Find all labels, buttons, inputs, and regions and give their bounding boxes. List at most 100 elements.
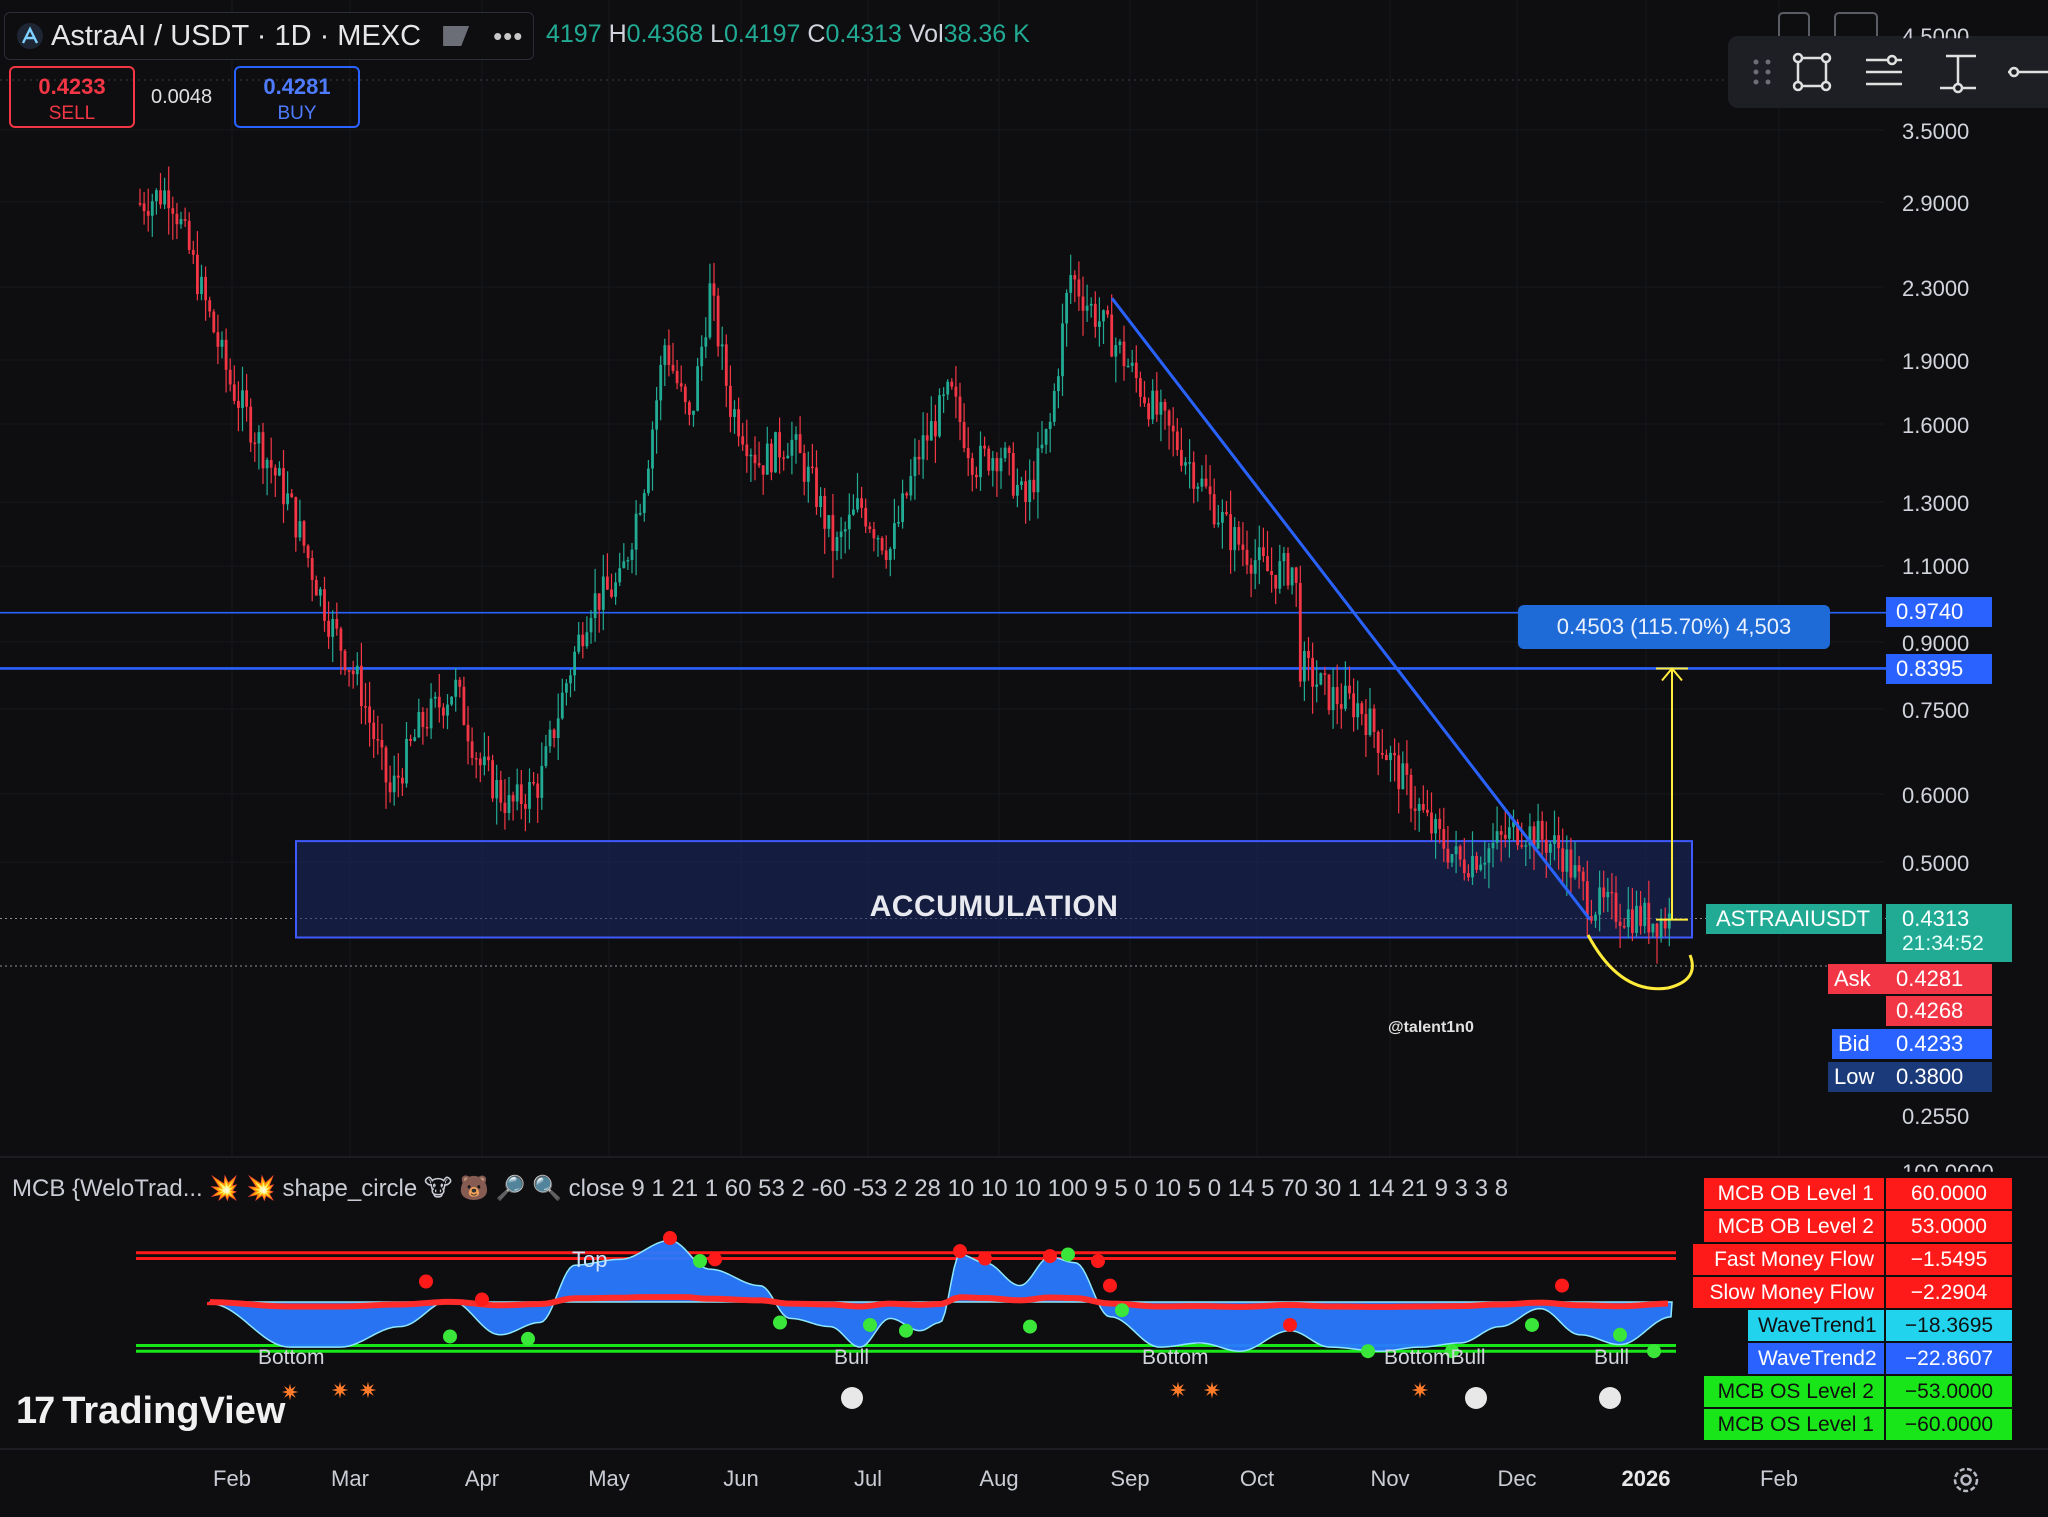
buy-button[interactable]: 0.4281 BUY [234, 66, 360, 128]
price-tick: 0.2550 [1902, 1104, 1970, 1129]
candle-body [1368, 708, 1372, 735]
candle-body [962, 422, 966, 449]
candle-body [1503, 834, 1507, 839]
level-tag-2[interactable]: 0.8395 [1886, 654, 1992, 684]
line-tool-icon[interactable] [2004, 50, 2048, 94]
candle-body [364, 706, 367, 708]
candle-body [1360, 703, 1364, 715]
candle-body [294, 497, 298, 538]
candle-body [437, 696, 441, 708]
measure-label[interactable]: 0.4503 (115.70%) 4,503 [1518, 605, 1830, 649]
candle-body [1344, 685, 1347, 709]
candle-body [1524, 845, 1528, 847]
candle-body [1307, 650, 1310, 658]
candle-body [167, 190, 171, 209]
drawing-toolbar [1728, 36, 2048, 108]
candle-body [1159, 401, 1163, 415]
candle-body [897, 522, 900, 524]
panel-toggle-icon[interactable] [1778, 12, 1810, 36]
candle-body [1352, 693, 1355, 718]
buy-signal-dot [1115, 1303, 1129, 1318]
candle-body [1233, 527, 1237, 551]
flag-icon[interactable] [443, 26, 470, 46]
lines-settings-icon[interactable] [1862, 50, 1906, 94]
candle-body [1471, 855, 1474, 878]
candle-body [597, 593, 601, 610]
candle-body [339, 628, 343, 651]
sell-signal-dot [708, 1252, 722, 1267]
candle-body [581, 634, 585, 647]
candle-body [815, 467, 818, 508]
candle-body [1323, 673, 1327, 675]
candle-body [1397, 755, 1401, 790]
rectangle-tool-icon[interactable] [1790, 50, 1834, 94]
candle-body [913, 456, 917, 477]
candle-body [1385, 754, 1388, 761]
candle-body [237, 400, 240, 408]
candle-body [1151, 390, 1155, 420]
candle-body [1044, 429, 1048, 445]
bottombull-label: BottomBull [1384, 1346, 1486, 1369]
candle-body [1192, 462, 1196, 489]
drag-handle-icon[interactable] [1740, 50, 1784, 94]
explosion-icon: ✷ [359, 1378, 377, 1403]
candle-body [1212, 494, 1216, 525]
level-tag-1[interactable]: 0.9740 [1886, 597, 1992, 627]
symbol-header[interactable]: AstraAI / USDT · 1D · MEXC ••• [4, 12, 535, 60]
trendline[interactable] [1110, 297, 1592, 921]
candle-body [384, 747, 388, 783]
candle-body [683, 386, 687, 403]
bottom-curve[interactable] [1586, 934, 1694, 991]
candle-body [1126, 365, 1130, 368]
candle-body [835, 536, 839, 552]
candle-body [138, 203, 142, 205]
candle-body [1667, 913, 1671, 929]
candle-body [1143, 396, 1146, 404]
candle-body [1175, 431, 1179, 451]
legend-row-name: Slow Money Flow [1693, 1277, 1884, 1308]
candle-body [1335, 687, 1339, 705]
candle-body [1208, 486, 1212, 495]
more-icon[interactable]: ••• [493, 20, 524, 51]
candle-body [802, 453, 806, 482]
candle-body [1594, 914, 1597, 921]
candle-body [778, 432, 781, 458]
time-tick: Jun [723, 1466, 759, 1491]
candle-body [1274, 574, 1278, 589]
candle-body [483, 756, 486, 766]
cow-icon [1599, 1387, 1621, 1409]
measure-arrow[interactable] [1656, 666, 1688, 921]
candle-body [1204, 478, 1208, 487]
time-tick: Feb [213, 1466, 251, 1491]
settings-gear-icon[interactable] [1950, 1464, 1982, 1496]
price-tick: 0.9000 [1902, 631, 1970, 656]
candle-body [1118, 341, 1122, 346]
indicator-header[interactable]: MCB {WeloTrad... 💥 💥 shape_circle 🐮 🐻 🔎 … [12, 1175, 1509, 1202]
candle-body [893, 523, 896, 549]
candle-body [733, 409, 736, 417]
candle-body [1134, 362, 1138, 379]
candle-body [642, 493, 646, 513]
candle-body [519, 784, 523, 805]
candle-body [610, 589, 613, 597]
candle-body [860, 498, 863, 508]
candle-body [142, 203, 146, 212]
candle-body [212, 311, 216, 333]
pane-separator[interactable] [0, 1156, 2048, 1158]
candle-body [1241, 544, 1245, 550]
candle-body [901, 493, 904, 523]
candle-body [269, 459, 273, 468]
candle-body [515, 784, 519, 802]
candle-body [343, 650, 347, 671]
candle-body [1110, 314, 1114, 357]
price-range-icon[interactable] [1936, 50, 1980, 94]
symbol-title[interactable]: AstraAI / USDT · 1D · MEXC [51, 19, 422, 52]
camera-icon[interactable] [1834, 12, 1878, 36]
sell-signal-dot [663, 1231, 677, 1246]
candle-body [638, 512, 642, 515]
sell-button[interactable]: 0.4233 SELL [9, 66, 135, 128]
candle-body [1430, 812, 1433, 834]
candle-body [1413, 808, 1417, 811]
candle-body [1376, 731, 1380, 753]
